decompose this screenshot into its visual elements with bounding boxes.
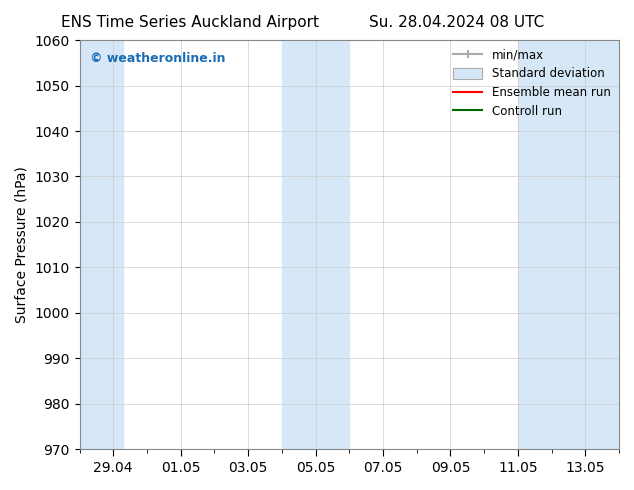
Text: Su. 28.04.2024 08 UTC: Su. 28.04.2024 08 UTC (369, 15, 544, 30)
Y-axis label: Surface Pressure (hPa): Surface Pressure (hPa) (15, 166, 29, 323)
Bar (518, 40, 619, 449)
Bar (79, 40, 124, 449)
Bar (282, 40, 349, 449)
Legend: min/max, Standard deviation, Ensemble mean run, Controll run: min/max, Standard deviation, Ensemble me… (448, 44, 616, 123)
Text: © weatheronline.in: © weatheronline.in (90, 52, 226, 65)
Text: ENS Time Series Auckland Airport: ENS Time Series Auckland Airport (61, 15, 319, 30)
